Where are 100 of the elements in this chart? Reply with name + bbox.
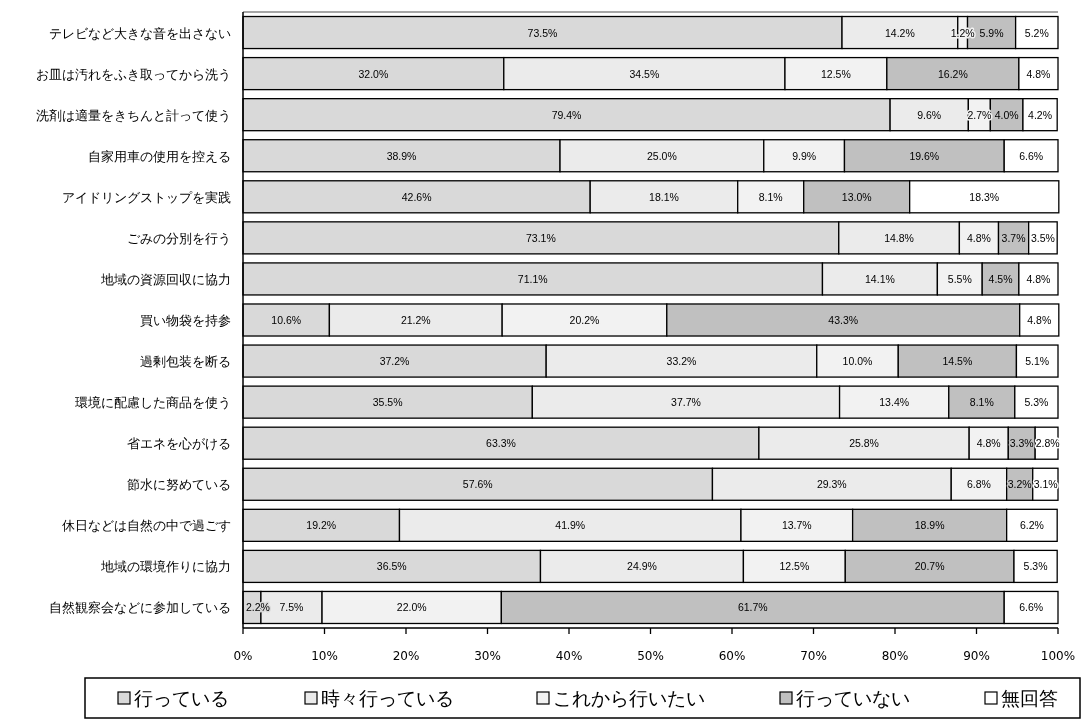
x-tick-label: 70% [800, 649, 827, 663]
data-label: 3.3% [1009, 437, 1034, 450]
data-label: 35.5% [372, 396, 403, 409]
data-label: 5.3% [1023, 560, 1048, 573]
data-label: 3.5% [1030, 231, 1055, 244]
y-tick-label: 洗剤は適量をきちんと計って使う [36, 107, 231, 123]
data-label: 5.2% [1024, 26, 1049, 39]
data-label: 29.3% [816, 478, 847, 491]
x-tick-label: 50% [637, 649, 664, 663]
legend-label: 行っている [134, 687, 229, 709]
data-label: 5.1% [1025, 355, 1050, 368]
data-label: 21.2% [400, 314, 431, 326]
data-label: 4.2% [1028, 108, 1053, 121]
data-label: 5.9% [979, 26, 1004, 39]
data-label: 5.3% [1024, 396, 1049, 409]
data-label: 4.8% [966, 231, 991, 244]
data-label: 57.6% [462, 478, 493, 491]
data-label: 14.8% [884, 231, 914, 244]
data-label: 71.1% [517, 272, 548, 285]
data-label: 8.1% [758, 190, 783, 203]
data-label: 9.9% [792, 149, 817, 162]
x-tick-label: 20% [392, 649, 420, 663]
data-label: 36.5% [376, 560, 407, 573]
x-tick-label: 0% [233, 649, 253, 663]
data-label: 18.3% [969, 190, 1000, 203]
y-tick-label: 買い物袋を持参 [140, 313, 231, 328]
y-tick-label: 地域の資源回収に協力 [100, 271, 231, 287]
data-label: 14.1% [865, 272, 895, 285]
data-label: 6.6% [1019, 601, 1044, 614]
data-label: 8.1% [969, 396, 994, 409]
y-tick-label: 環境に配慮した商品を使う [75, 395, 231, 411]
data-label: 4.8% [1026, 272, 1051, 285]
legend-label: 時々行っている [321, 687, 454, 709]
data-label: 20.7% [914, 560, 945, 573]
data-label: 4.8% [1027, 314, 1052, 326]
data-label: 19.2% [306, 519, 337, 532]
legend-label: 無回答 [1001, 687, 1058, 709]
y-tick-label: 省エネを心がける [127, 436, 231, 452]
x-tick-label: 10% [311, 649, 338, 663]
legend-label: 行っていない [796, 687, 910, 709]
data-label: 32.0% [358, 67, 389, 80]
data-label: 4.8% [976, 437, 1001, 450]
x-tick-label: 30% [474, 649, 501, 663]
data-label: 19.6% [909, 149, 940, 162]
data-label: 13.0% [841, 190, 872, 203]
data-label: 16.2% [937, 67, 968, 80]
data-label: 41.9% [555, 519, 586, 532]
data-label: 79.4% [551, 108, 582, 121]
data-label: 14.2% [885, 26, 915, 39]
data-label: 18.1% [649, 190, 679, 203]
y-tick-label: 自然観察会などに参加している [49, 600, 231, 616]
data-label: 5.5% [947, 272, 972, 285]
data-label: 4.0% [994, 108, 1019, 121]
y-tick-label: ごみの分別を行う [127, 230, 231, 246]
x-tick-label: 80% [881, 649, 909, 663]
y-tick-label: 過剰包装を断る [140, 354, 231, 370]
data-label: 12.5% [821, 67, 851, 80]
y-tick-label: 地域の環境作りに協力 [100, 559, 231, 575]
y-tick-label: アイドリングストップを実践 [62, 189, 231, 205]
data-label: 6.8% [966, 478, 991, 491]
data-label: 42.6% [401, 190, 432, 203]
y-tick-label: お皿は汚れをふき取ってから洗う [36, 66, 231, 82]
data-label: 13.4% [879, 396, 910, 409]
data-label: 43.3% [828, 314, 859, 326]
y-tick-label: 自家用車の使用を控える [88, 148, 231, 164]
data-label: 10.6% [271, 314, 302, 326]
data-label: 37.7% [671, 396, 701, 409]
data-label: 3.2% [1007, 478, 1032, 491]
data-label: 4.5% [988, 272, 1013, 285]
data-label: 73.1% [525, 231, 556, 244]
data-label: 12.5% [779, 560, 810, 573]
data-label: 25.8% [849, 437, 879, 450]
x-tick-label: 40% [555, 649, 583, 663]
data-label: 73.5% [527, 26, 558, 39]
data-label: 25.0% [647, 149, 677, 162]
x-tick-label: 100% [1040, 649, 1076, 663]
data-label: 20.2% [569, 314, 600, 326]
data-label: 33.2% [666, 355, 697, 368]
data-label: 10.0% [842, 355, 873, 368]
data-label: 18.9% [914, 519, 945, 532]
data-label: 13.7% [781, 519, 812, 532]
data-label: 38.9% [386, 149, 417, 162]
data-label: 14.5% [942, 355, 973, 368]
y-tick-label: テレビなど大きな音を出さない [49, 25, 231, 41]
data-label: 6.2% [1019, 519, 1044, 532]
y-tick-label: 休日などは自然の中で過ごす [62, 518, 231, 534]
data-label: 24.9% [627, 560, 657, 573]
x-tick-label: 60% [718, 649, 746, 663]
legend-label: これから行いたい [553, 687, 705, 709]
data-label: 22.0% [396, 601, 427, 614]
data-label: 37.2% [379, 355, 410, 368]
data-label: 4.8% [1026, 67, 1051, 80]
data-label: 7.5% [279, 601, 304, 614]
data-label: 34.5% [629, 67, 660, 80]
x-tick-label: 90% [963, 649, 990, 663]
data-label: 61.7% [737, 601, 768, 614]
y-tick-label: 節水に努めている [127, 477, 231, 493]
data-label: 6.6% [1019, 149, 1044, 162]
data-label: 9.6% [917, 108, 942, 121]
data-label: 63.3% [486, 437, 516, 450]
